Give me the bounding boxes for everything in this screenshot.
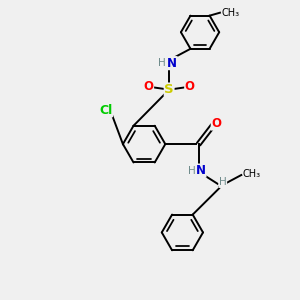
- Text: CH₃: CH₃: [242, 169, 261, 178]
- Text: H: H: [188, 166, 196, 176]
- Text: H: H: [158, 58, 166, 68]
- Text: N: N: [167, 57, 177, 70]
- Text: H: H: [219, 177, 226, 188]
- Text: O: O: [211, 117, 221, 130]
- Text: O: O: [185, 80, 195, 93]
- Text: Cl: Cl: [99, 104, 112, 117]
- Text: O: O: [143, 80, 154, 93]
- Text: S: S: [164, 83, 174, 96]
- Text: N: N: [196, 164, 206, 177]
- Text: CH₃: CH₃: [221, 8, 239, 18]
